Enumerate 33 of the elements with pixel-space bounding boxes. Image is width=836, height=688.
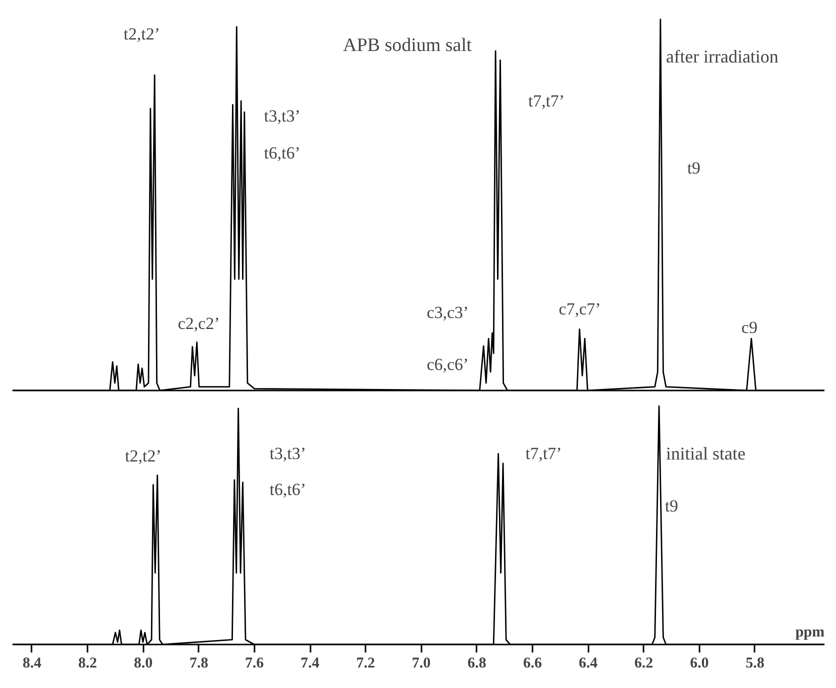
x-tick-label: 7.4 [300, 656, 320, 672]
text: APB sodium salt [342, 34, 472, 56]
x-tick-label: 8.4 [22, 656, 42, 672]
text: after irradiation [666, 46, 778, 66]
annotation: t6,t6’ [264, 143, 300, 162]
x-axis-title: ppm [795, 624, 826, 640]
text: initial state [666, 444, 746, 464]
x-tick-label: 8.0 [134, 656, 153, 672]
annotation: t3,t3’ [270, 444, 306, 464]
annotation: t9 [664, 496, 678, 516]
x-tick-label: 7.0 [412, 656, 431, 672]
x-tick-label: 6.2 [634, 656, 654, 672]
x-tick-label: 6.6 [523, 656, 542, 672]
annotation: c2,c2’ [178, 314, 220, 334]
annotation: t2,t2’ [124, 24, 160, 44]
x-tick-label: 6.4 [578, 656, 598, 672]
x-tick-label: 7.2 [356, 656, 376, 672]
annotation: t2,t2’ [125, 446, 162, 466]
annotation: t6,t6’ [270, 480, 306, 499]
x-tick-label: 7.8 [189, 656, 208, 672]
annotation: c7,c7’ [558, 299, 601, 318]
annotation: t7,t7’ [525, 444, 562, 464]
annotation: t3,t3’ [264, 106, 300, 126]
x-tick-label: 5.8 [746, 656, 764, 672]
x-tick-label: 8.2 [78, 656, 97, 672]
annotation: c6,c6’ [426, 355, 469, 374]
annotation: t9 [687, 158, 700, 178]
x-tick-label: 7.6 [245, 656, 264, 672]
x-tick-label: 6.8 [468, 656, 486, 672]
annotation: c3,c3’ [426, 303, 469, 322]
annotation: t7,t7’ [528, 92, 565, 110]
x-tick-label: 6.0 [690, 656, 709, 672]
annotation: c9 [741, 318, 758, 337]
